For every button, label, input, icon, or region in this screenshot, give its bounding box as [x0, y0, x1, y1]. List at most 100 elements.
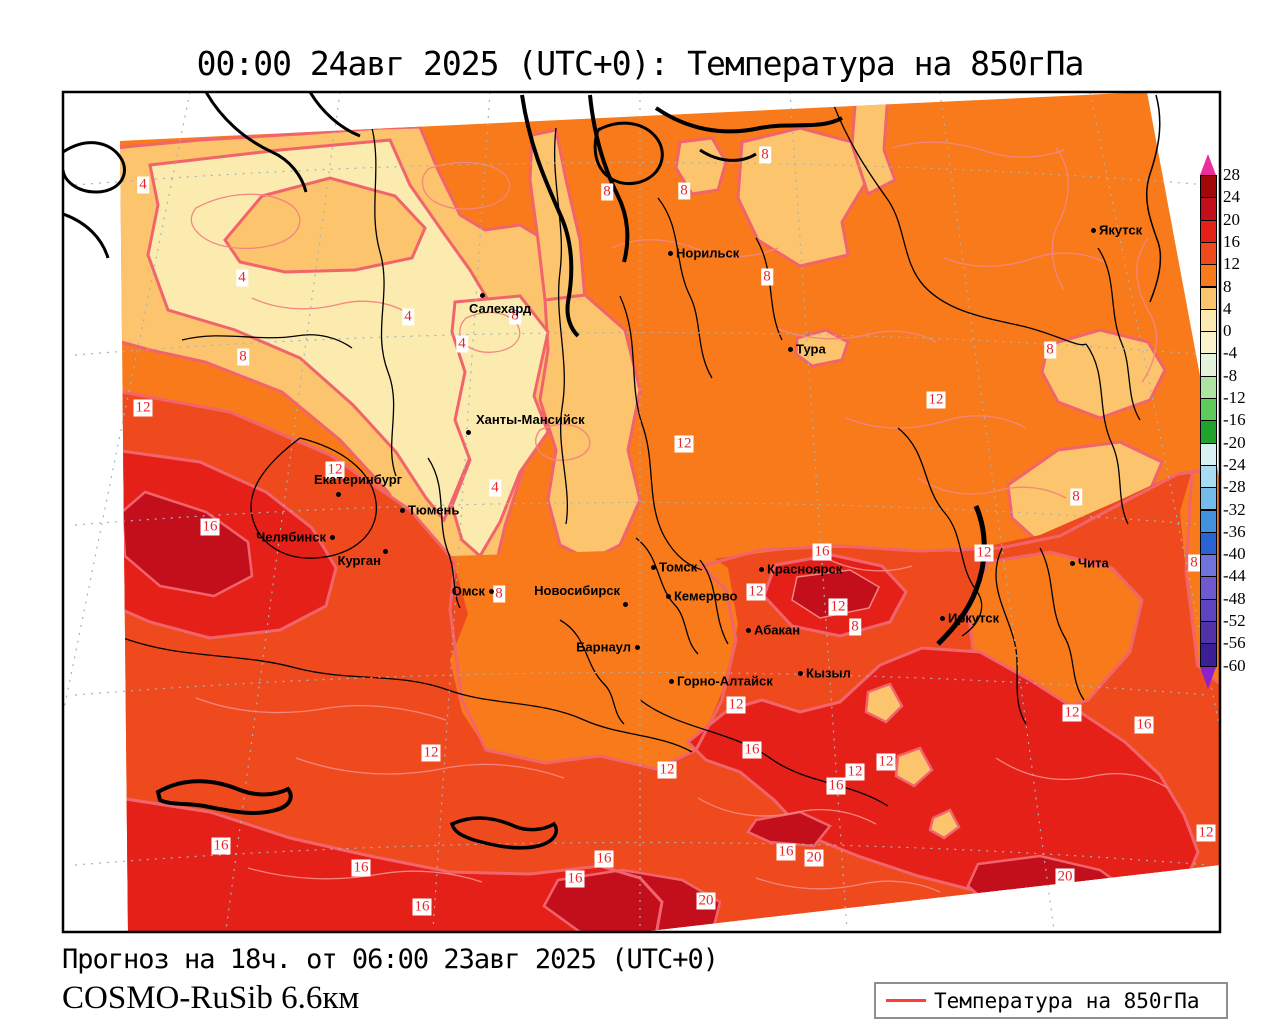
contour-label: 8 — [1070, 488, 1082, 506]
contour-label: 20 — [696, 892, 716, 910]
contour-label: 20 — [804, 849, 824, 867]
region-4-8-east-wing — [538, 293, 642, 562]
colorbar-cell — [1200, 308, 1217, 333]
kara-coast — [308, 93, 361, 138]
contour-label: 16 — [412, 898, 432, 916]
colorbar-tick-label: -24 — [1223, 454, 1246, 474]
colorbar-tick-label: 8 — [1223, 276, 1232, 296]
colorbar-cell — [1200, 353, 1217, 377]
colorbar-cell — [1200, 643, 1217, 667]
city-label: Салехард — [469, 301, 532, 316]
contour-label: 12 — [974, 544, 994, 562]
contour-label: 16 — [200, 518, 220, 536]
colorbar-cell — [1200, 464, 1217, 489]
contour-label: 8 — [237, 348, 249, 366]
colorbar-tick-label: 4 — [1223, 298, 1232, 318]
contour-label: 20 — [1055, 868, 1075, 886]
city-dot — [668, 678, 674, 684]
colorbar-tick-label: -36 — [1223, 521, 1246, 541]
city-dot — [650, 564, 656, 570]
contour-label: 12 — [325, 461, 345, 479]
city-label: Омск — [451, 583, 485, 599]
region-20-24-krasnoyarsk — [791, 569, 880, 619]
colorbar-cell — [1200, 264, 1217, 288]
contour-label: 4 — [402, 308, 414, 326]
gydan-coast — [593, 121, 664, 185]
colorbar-cell — [1200, 420, 1217, 444]
contour-line-12 — [120, 386, 1220, 771]
colorbar-tick-label: 0 — [1223, 321, 1232, 341]
lake-baikal — [936, 505, 987, 646]
contour-label: 12 — [726, 696, 746, 714]
region-16-20-bottom-band — [120, 795, 662, 932]
colorbar-tick-label: -44 — [1223, 566, 1246, 586]
region-4-8-sayan2 — [894, 746, 934, 788]
city-dot — [634, 644, 640, 650]
model-info-text: COSMO-RuSib 6.6км — [62, 980, 360, 1016]
city-dot — [479, 292, 485, 298]
city-dot — [335, 491, 341, 497]
city-label: Барнаул — [576, 639, 631, 655]
colorbar-cell — [1200, 509, 1217, 533]
legend-box: Температура на 850гПа — [874, 982, 1228, 1019]
colorbar-cell — [1200, 197, 1217, 221]
novaya-zemlya-coast — [204, 93, 308, 193]
forecast-info-text: Прогноз на 18ч. от 06:00 23авг 2025 (UTC… — [62, 944, 719, 975]
colorbar-tick-label: -12 — [1223, 388, 1246, 407]
colorbar-tick-label: -20 — [1223, 432, 1246, 452]
contour-label: 8 — [759, 146, 771, 164]
city-label: Якутск — [1099, 222, 1143, 238]
lake-balkhash — [155, 779, 293, 815]
contour-label: 16 — [776, 843, 796, 861]
contour-label: 8 — [493, 585, 505, 603]
colorbar-over-arrow — [1200, 154, 1216, 175]
colorbar-cell — [1200, 398, 1217, 422]
contour-label: 12 — [845, 763, 865, 781]
city-label: Абакан — [754, 622, 801, 638]
map-title: 00:00 24авг 2025 (UTC+0): Температура на… — [196, 44, 1085, 83]
contour-label: 16 — [211, 837, 231, 855]
colorbar-tick-label: 24 — [1223, 187, 1240, 207]
city-dot — [667, 250, 673, 256]
region-4-8-east1 — [1040, 328, 1167, 420]
city-label: Курган — [337, 553, 381, 568]
contour-label: 12 — [876, 753, 896, 771]
colorbar-under-arrow — [1200, 666, 1216, 689]
kola-coast — [64, 141, 126, 194]
temperature-fill-layers — [120, 92, 1220, 932]
colorbar-cell — [1200, 554, 1217, 578]
region-4-8-sayan3 — [928, 808, 961, 840]
contour-label: 4 — [236, 269, 248, 287]
lake-zaysan — [449, 816, 559, 850]
city-label: Тура — [796, 341, 826, 357]
contour-label: 12 — [1196, 824, 1216, 842]
contour-label: 16 — [351, 859, 371, 877]
contour-label: 12 — [421, 744, 441, 762]
colorbar-cell — [1200, 442, 1217, 466]
city-dot — [329, 534, 335, 540]
contour-label: 4 — [456, 335, 468, 353]
contour-label: 8 — [1044, 341, 1056, 359]
contour-label: 8 — [849, 618, 861, 636]
colorbar-tick-label: -4 — [1223, 343, 1238, 363]
city-label: Новосибирск — [534, 583, 620, 598]
colorbar-tick-label: -48 — [1223, 588, 1246, 608]
colorbar-cell — [1200, 487, 1217, 511]
colorbar-cell — [1200, 375, 1217, 399]
contour-label: 4 — [489, 479, 501, 497]
city-label: Горно-Алтайск — [677, 673, 773, 689]
contour-label: 8 — [601, 183, 613, 201]
contour-label: 12 — [746, 583, 766, 601]
admin-borders — [120, 94, 1141, 807]
city-label: Челябинск — [256, 529, 326, 545]
city-dot — [399, 507, 405, 513]
contour-label: 12 — [926, 391, 946, 409]
contour-label: 12 — [674, 435, 694, 453]
white-sea-coast — [64, 212, 110, 259]
colorbar-tick-label: 16 — [1223, 231, 1240, 251]
contour-label: 8 — [678, 182, 690, 200]
city-dot — [787, 346, 793, 352]
contour-label: 12 — [1062, 704, 1082, 722]
region-4-8-norilsk-east — [674, 136, 728, 196]
